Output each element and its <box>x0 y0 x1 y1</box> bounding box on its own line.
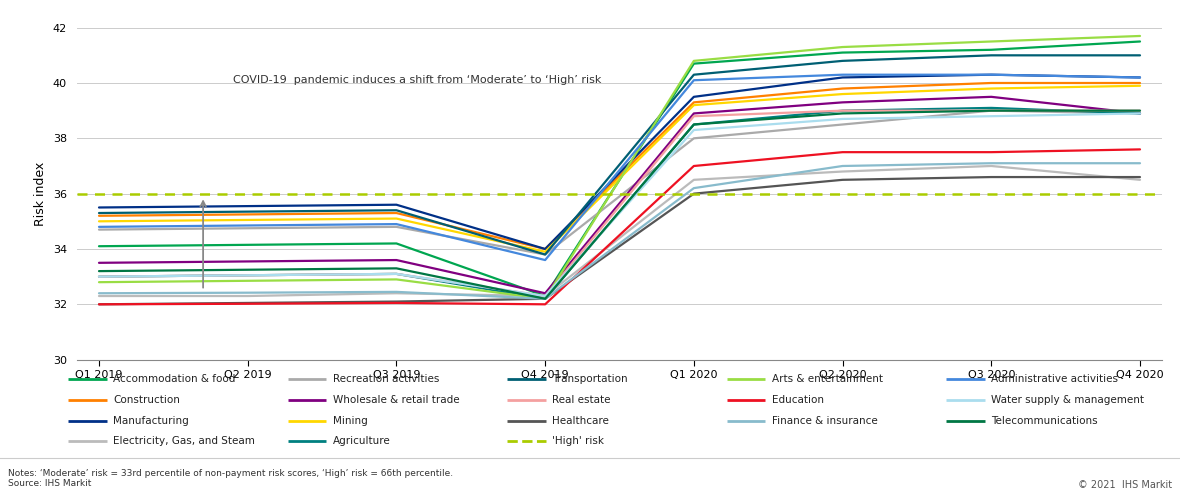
Text: Water supply & management: Water supply & management <box>991 395 1145 405</box>
Text: Accommodation & food: Accommodation & food <box>113 374 236 384</box>
Text: Healthcare: Healthcare <box>552 415 609 426</box>
Text: Wholesale & retail trade: Wholesale & retail trade <box>333 395 459 405</box>
Y-axis label: Risk index: Risk index <box>34 161 47 226</box>
Text: COVID-19 induces cross-sectoral increase in non-payment risk...: COVID-19 induces cross-sectoral increase… <box>9 16 559 31</box>
Text: Transportation: Transportation <box>552 374 628 384</box>
Text: Mining: Mining <box>333 415 367 426</box>
Text: Recreation activities: Recreation activities <box>333 374 439 384</box>
Text: Notes: ‘Moderate’ risk = 33rd percentile of non-payment risk scores, ‘High’ risk: Notes: ‘Moderate’ risk = 33rd percentile… <box>8 469 453 488</box>
Text: Real estate: Real estate <box>552 395 610 405</box>
Text: Education: Education <box>772 395 824 405</box>
Text: Agriculture: Agriculture <box>333 436 391 446</box>
Text: Telecommunications: Telecommunications <box>991 415 1097 426</box>
Text: Construction: Construction <box>113 395 181 405</box>
Text: 'High' risk: 'High' risk <box>552 436 604 446</box>
Text: Electricity, Gas, and Steam: Electricity, Gas, and Steam <box>113 436 255 446</box>
Text: COVID-19  pandemic induces a shift from ‘Moderate’ to ‘High’ risk: COVID-19 pandemic induces a shift from ‘… <box>232 75 602 85</box>
Text: Manufacturing: Manufacturing <box>113 415 189 426</box>
Text: © 2021  IHS Markit: © 2021 IHS Markit <box>1077 480 1172 490</box>
Text: Finance & insurance: Finance & insurance <box>772 415 878 426</box>
Text: Administrative activities: Administrative activities <box>991 374 1119 384</box>
Text: Arts & entertainment: Arts & entertainment <box>772 374 883 384</box>
